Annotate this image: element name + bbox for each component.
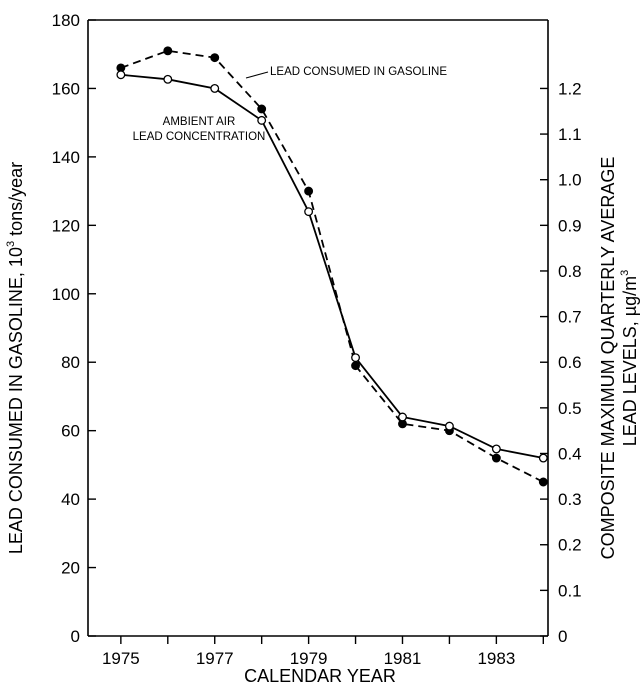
right-y-tick-label: 0.6 [558, 353, 582, 372]
right-y-tick-label: 1.1 [558, 125, 582, 144]
left-y-axis: 0 20 40 60 80 100 120 140 160 180 [52, 11, 96, 646]
gasoline-series-line [120, 49, 544, 483]
left-y-tick-label: 180 [52, 11, 80, 30]
left-y-axis-title-tail: tons/year [6, 162, 26, 241]
left-y-tick-label: 60 [61, 422, 80, 441]
ambient-air-point [116, 70, 126, 80]
gasoline-series-label: LEAD CONSUMED IN GASOLINE [270, 66, 447, 78]
left-y-tick-label: 140 [52, 148, 80, 167]
x-tick-label: 1983 [477, 649, 515, 668]
x-axis: 1975 1977 1979 1981 1983 [102, 636, 545, 668]
right-y-axis-title-line1: COMPOSITE MAXIMUM QUARTERLY AVERAGE [598, 157, 618, 560]
ambient-air-point [444, 421, 454, 431]
ambient-air-point [491, 444, 501, 454]
right-y-tick-label: 0.1 [558, 581, 582, 600]
left-y-tick-label: 160 [52, 79, 80, 98]
ambient-air-point [538, 453, 548, 463]
ambient-air-point [351, 353, 361, 363]
left-y-tick-label: 120 [52, 216, 80, 235]
x-axis-title: CALENDAR YEAR [244, 666, 396, 686]
right-y-axis-title-line2-main: LEAD LEVELS, µg/m [620, 276, 640, 446]
right-y-tick-label: 0.4 [558, 444, 582, 463]
x-tick-label: 1975 [102, 649, 140, 668]
gasoline-point [491, 453, 501, 463]
left-y-axis-title: LEAD CONSUMED IN GASOLINE, 103 tons/year [5, 162, 26, 554]
right-y-tick-label: 0.2 [558, 536, 582, 555]
gasoline-point [538, 477, 548, 487]
ambient-air-point [210, 83, 220, 93]
right-y-tick-label: 0.9 [558, 216, 582, 235]
right-y-tick-label: 0 [558, 627, 567, 646]
left-y-tick-label: 100 [52, 285, 80, 304]
right-y-tick-label: 1.2 [558, 79, 582, 98]
ambient-series-label-line2: LEAD CONCENTRATION [133, 131, 266, 143]
gasoline-annotation-pointer [245, 71, 269, 79]
gasoline-point [351, 361, 361, 371]
plot-frame [87, 19, 549, 637]
ambient-series-label-line1: AMBIENT AIR [163, 116, 236, 128]
right-y-axis-title-line2-sup: 3 [619, 270, 631, 276]
ambient-air-point [257, 115, 267, 125]
right-y-tick-label: 0.8 [558, 262, 582, 281]
left-y-tick-label: 40 [61, 490, 80, 509]
x-tick-label: 1979 [290, 649, 328, 668]
left-y-axis-title-main: LEAD CONSUMED IN GASOLINE, 10 [6, 247, 26, 554]
right-y-tick-label: 0.7 [558, 308, 582, 327]
ambient-air-point [398, 412, 407, 422]
gasoline-point [163, 46, 173, 56]
left-y-axis-title-sup: 3 [5, 241, 17, 247]
right-y-axis: 0 0.1 0.2 0.3 0.4 0.5 0.6 0.7 0.8 0.9 1.0 1.1 1.2 [540, 79, 582, 646]
right-y-tick-label: 0.3 [558, 490, 582, 509]
left-y-tick-label: 20 [61, 559, 80, 578]
gasoline-point [257, 104, 267, 114]
gasoline-point [304, 186, 314, 196]
gasoline-point [210, 53, 220, 63]
left-y-tick-label: 80 [61, 353, 80, 372]
ambient-air-point [304, 207, 314, 217]
x-tick-label: 1977 [196, 649, 234, 668]
right-y-tick-label: 1.0 [558, 171, 582, 190]
right-y-tick-label: 0.5 [558, 399, 582, 418]
ambient-air-point [163, 74, 173, 84]
x-tick-label: 1981 [384, 649, 422, 668]
ambient-air-series-line [120, 73, 544, 459]
left-y-tick-label: 0 [71, 627, 80, 646]
series-group [116, 46, 548, 487]
right-y-axis-title-line2: LEAD LEVELS, µg/m3 [619, 270, 640, 447]
